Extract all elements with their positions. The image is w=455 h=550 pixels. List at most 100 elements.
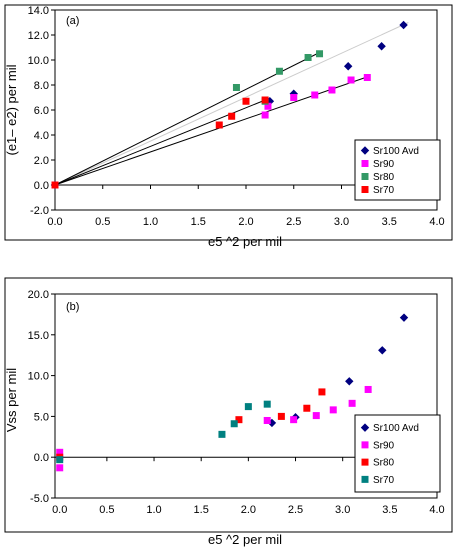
legend-marker [361, 160, 369, 167]
legend-label: Sr80 [373, 172, 395, 183]
data-point [261, 111, 269, 119]
data-point [263, 400, 271, 408]
legend-marker [361, 441, 369, 449]
y-tick-label: 15.0 [28, 330, 49, 342]
y-tick-label: 2.0 [34, 155, 49, 167]
y-tick-label: 4.0 [34, 130, 49, 142]
x-tick-label: 0.5 [95, 216, 110, 228]
legend-label: Sr90 [373, 159, 395, 170]
x-tick-label: 1.0 [143, 216, 158, 228]
series-3 [56, 400, 271, 464]
series-3 [51, 96, 269, 189]
trendline [54, 52, 320, 186]
data-point [311, 91, 319, 99]
legend-box [354, 139, 441, 201]
data-point [56, 464, 64, 472]
data-point [399, 20, 408, 30]
x-tick-label: 3.5 [382, 216, 397, 228]
y-axis-label: (e1– e2) per mil [4, 64, 19, 155]
data-point [51, 181, 59, 189]
x-tick-label: 1.5 [191, 216, 206, 228]
x-tick-label: 1.0 [146, 504, 161, 516]
data-point [328, 86, 336, 94]
data-point [345, 377, 354, 386]
legend-label: Sr100 Avd [373, 146, 419, 157]
data-point [263, 416, 271, 424]
chart-panel-a: 0.0 0.5 1.0 1.5 2.0 2.5 3.0 3.5 4.0-2.00.02.04.0… [4, 4, 453, 249]
data-point [261, 96, 269, 104]
panel-label: (b) [66, 301, 79, 313]
y-tick-label: 6.0 [34, 105, 49, 117]
x-axis-label: e5 ^2 per mil [208, 532, 282, 547]
data-point [56, 448, 64, 456]
data-point [264, 102, 272, 110]
x-tick-label: 0.5 [99, 504, 114, 516]
legend: Sr100 Avd Sr90 Sr80 Sr70 [354, 414, 441, 493]
data-point [318, 388, 326, 396]
data-point [277, 412, 285, 420]
x-tick-label: 3.0 [334, 216, 349, 228]
legend-marker [361, 173, 369, 180]
data-point [275, 67, 283, 75]
data-point [303, 404, 311, 412]
x-tick-label: 2.0 [241, 504, 256, 516]
panel-label: (a) [66, 15, 79, 27]
trendline [54, 97, 271, 186]
x-axis-label: e5 ^2 per mil [208, 234, 282, 249]
y-tick-label: -2.0 [30, 205, 49, 217]
data-point [232, 84, 240, 91]
y-tick-label: -5.0 [30, 493, 49, 505]
legend-box [354, 414, 441, 493]
y-tick-label: 12.0 [28, 30, 49, 42]
data-point [377, 42, 386, 51]
data-point [215, 121, 223, 129]
data-point [290, 94, 298, 101]
x-tick-label: 4.0 [429, 504, 444, 516]
x-tick-label: 2.0 [238, 216, 253, 228]
y-tick-label: 10.0 [28, 55, 49, 67]
legend-label: Sr70 [373, 475, 395, 486]
data-point [230, 420, 238, 428]
data-point [329, 406, 337, 414]
x-tick-label: 3.0 [335, 504, 350, 516]
legend-label: Sr80 [373, 458, 395, 469]
series-1 [56, 385, 372, 472]
data-point [304, 54, 312, 61]
y-tick-label: 14.0 [28, 5, 49, 17]
data-point [56, 456, 64, 464]
data-point [347, 76, 355, 84]
data-point [235, 416, 243, 424]
data-point [399, 313, 409, 322]
y-tick-label: 10.0 [28, 371, 49, 383]
data-point [348, 399, 356, 407]
data-point [290, 416, 298, 424]
data-point [343, 62, 353, 71]
y-tick-label: 5.0 [34, 411, 49, 423]
legend-marker [360, 146, 370, 155]
chart-panel-b: 0.0 0.5 1.0 1.5 2.0 2.5 3.0 3.5 4.0-5.00.05.010.… [4, 277, 453, 547]
x-tick-label: 2.5 [286, 216, 301, 228]
data-point [218, 430, 226, 438]
x-tick-label: 2.5 [288, 504, 303, 516]
y-axis-label: Vss per mil [4, 368, 19, 432]
y-tick-label: 8.0 [34, 80, 49, 92]
legend-marker [361, 458, 369, 466]
x-tick-label: 0.0 [52, 504, 67, 516]
data-point [378, 346, 387, 355]
y-tick-label: 0.0 [34, 180, 49, 192]
data-point [242, 97, 250, 105]
legend: Sr100 Avd Sr90 Sr80 Sr70 [354, 139, 441, 201]
data-point [228, 112, 236, 120]
data-point [316, 50, 324, 58]
trendline [54, 22, 409, 186]
x-tick-label: 3.5 [382, 504, 397, 516]
legend-label: Sr100 Avd [373, 423, 419, 434]
data-point [244, 403, 252, 411]
x-tick-label: 4.0 [429, 216, 444, 228]
data-point [312, 412, 320, 420]
y-tick-label: 20.0 [28, 289, 49, 301]
legend-marker [361, 475, 369, 483]
legend-label: Sr70 [373, 185, 395, 196]
x-tick-label: 0.0 [47, 216, 62, 228]
